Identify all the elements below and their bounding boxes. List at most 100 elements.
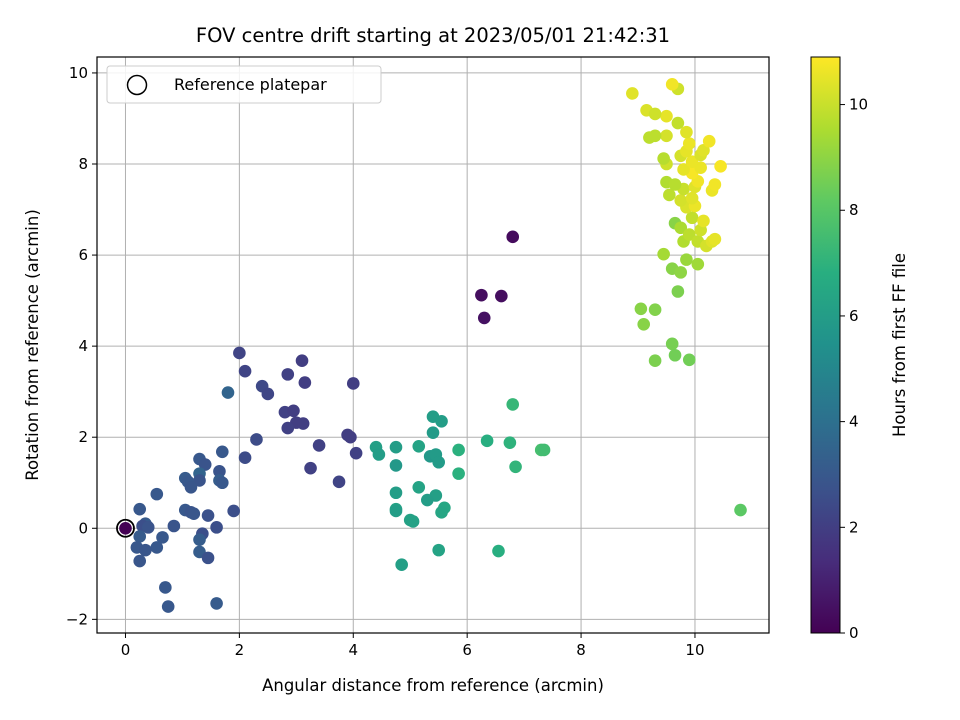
- data-point: [674, 266, 688, 279]
- data-point: [432, 455, 445, 469]
- data-point: [150, 541, 164, 554]
- data-point: [296, 417, 310, 430]
- data-point: [395, 558, 408, 571]
- y-axis-ticks: −2 0 2 4 6 8 10: [66, 64, 97, 628]
- data-point: [406, 515, 420, 528]
- data-point: [412, 440, 426, 453]
- data-point: [660, 129, 673, 143]
- y-tick-label: 6: [78, 246, 88, 264]
- x-tick-label: 10: [685, 641, 704, 659]
- data-point: [435, 414, 448, 428]
- data-point: [674, 221, 688, 235]
- data-point: [238, 364, 252, 378]
- data-point: [708, 178, 722, 191]
- data-point: [389, 440, 403, 454]
- data-point: [637, 317, 651, 331]
- chart-title: FOV centre drift starting at 2023/05/01 …: [196, 24, 670, 47]
- data-point: [210, 597, 223, 610]
- data-point: [295, 354, 309, 368]
- data-point: [697, 144, 710, 157]
- data-point: [685, 211, 699, 225]
- data-point: [702, 134, 716, 148]
- data-point: [287, 404, 300, 418]
- data-point: [674, 194, 688, 207]
- legend-box: [106, 65, 382, 104]
- data-point: [389, 459, 403, 472]
- data-point: [648, 107, 662, 121]
- colorbar-tick-label: 0: [849, 624, 859, 642]
- data-point: [665, 337, 679, 351]
- legend: Reference platepar: [106, 65, 382, 104]
- data-point: [691, 257, 705, 271]
- y-tick-label: 4: [78, 337, 88, 355]
- data-point: [668, 178, 682, 191]
- data-point: [452, 443, 465, 457]
- data-point: [261, 387, 275, 401]
- data-point: [506, 230, 520, 244]
- x-tick-label: 8: [576, 641, 586, 659]
- x-axis-label: Angular distance from reference (arcmin): [262, 676, 604, 695]
- colorbar-label: Hours from first FF file: [890, 253, 909, 437]
- data-point: [492, 544, 505, 558]
- data-point: [626, 87, 639, 100]
- data-point: [648, 303, 662, 317]
- data-point: [304, 461, 317, 475]
- data-point: [657, 152, 670, 165]
- data-point: [668, 348, 682, 362]
- data-point: [426, 426, 440, 439]
- y-tick-label: −2: [66, 610, 88, 628]
- data-point: [119, 521, 132, 535]
- colorbar: 0 2 4 6 8 10 Hours from first FF file: [810, 56, 909, 642]
- colorbar-tick-label: 2: [849, 518, 859, 536]
- data-point: [421, 493, 434, 507]
- data-point: [210, 521, 223, 534]
- colorbar-ticks: 0 2 4 6 8 10: [840, 96, 868, 642]
- y-tick-label: 10: [69, 64, 88, 82]
- data-point: [734, 503, 747, 517]
- data-point: [634, 302, 648, 316]
- data-point: [435, 506, 448, 519]
- data-point: [680, 253, 693, 266]
- data-point: [372, 448, 386, 461]
- colorbar-tick-label: 10: [849, 96, 868, 114]
- data-point: [389, 504, 403, 518]
- data-point: [506, 398, 520, 411]
- data-point: [133, 554, 147, 568]
- data-point: [133, 502, 147, 516]
- data-point: [150, 487, 164, 501]
- data-point: [714, 159, 727, 173]
- data-point: [503, 436, 517, 449]
- x-tick-label: 4: [348, 641, 358, 659]
- data-point: [697, 214, 710, 228]
- data-point: [452, 467, 465, 480]
- colorbar-tick-label: 4: [849, 413, 859, 431]
- data-point: [432, 543, 445, 557]
- data-point: [660, 109, 673, 123]
- data-point: [281, 368, 295, 381]
- data-point: [671, 285, 685, 298]
- data-point: [657, 247, 670, 261]
- data-point: [663, 188, 676, 202]
- data-point: [201, 551, 215, 565]
- data-point: [312, 439, 326, 452]
- data-point: [685, 155, 699, 169]
- data-point: [184, 480, 198, 494]
- data-point: [298, 376, 312, 389]
- colorbar-tick-label: 8: [849, 201, 859, 219]
- data-point: [412, 480, 426, 494]
- data-point: [233, 346, 246, 360]
- data-point: [238, 451, 252, 464]
- data-point: [161, 600, 175, 613]
- colorbar-tick-label: 6: [849, 307, 859, 325]
- data-point: [537, 443, 551, 457]
- data-point: [346, 377, 360, 390]
- legend-marker-icon: [126, 74, 148, 96]
- legend-entry-reference: Reference platepar: [174, 75, 327, 94]
- data-points: [119, 78, 747, 613]
- data-point: [215, 476, 229, 490]
- y-axis-label: Rotation from reference (arcmin): [23, 209, 42, 481]
- data-point: [477, 311, 491, 325]
- data-point: [677, 163, 690, 176]
- data-point: [665, 78, 679, 91]
